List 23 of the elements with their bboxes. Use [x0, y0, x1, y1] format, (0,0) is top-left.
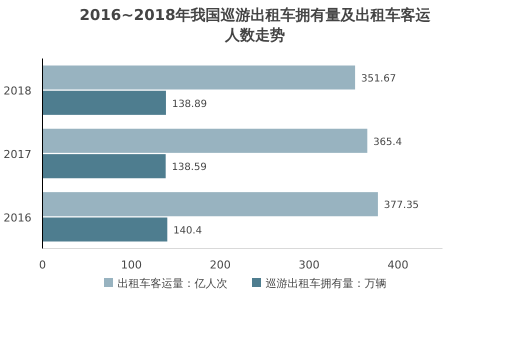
x-tick-label: 0	[39, 258, 46, 272]
chart-title: 2016~2018年我国巡游出租车拥有量及出租车客运人数走势	[78, 5, 432, 45]
x-tick-label: 100	[120, 258, 142, 272]
bar	[42, 154, 166, 178]
data-label: 365.4	[373, 136, 402, 148]
x-tick-label: 300	[298, 258, 320, 272]
bar	[42, 65, 356, 90]
y-tick-label: 2017	[4, 148, 32, 161]
x-tick-label: 200	[210, 258, 231, 272]
data-label: 138.59	[172, 162, 207, 174]
y-tick-label: 2018	[4, 84, 32, 98]
bar	[42, 217, 168, 242]
legend-item: 出租车客运量：亿人次	[104, 277, 228, 290]
data-label: 377.35	[384, 200, 419, 212]
bar	[42, 128, 368, 153]
data-label: 351.67	[361, 74, 396, 84]
bar	[42, 90, 166, 115]
bar	[42, 192, 378, 216]
legend-item: 巡游出租车拥有量：万辆	[252, 277, 386, 290]
y-tick-label: 2016	[4, 211, 32, 224]
x-tick-label: 400	[388, 258, 409, 272]
data-label: 138.89	[172, 98, 207, 110]
data-label: 140.4	[173, 226, 202, 236]
